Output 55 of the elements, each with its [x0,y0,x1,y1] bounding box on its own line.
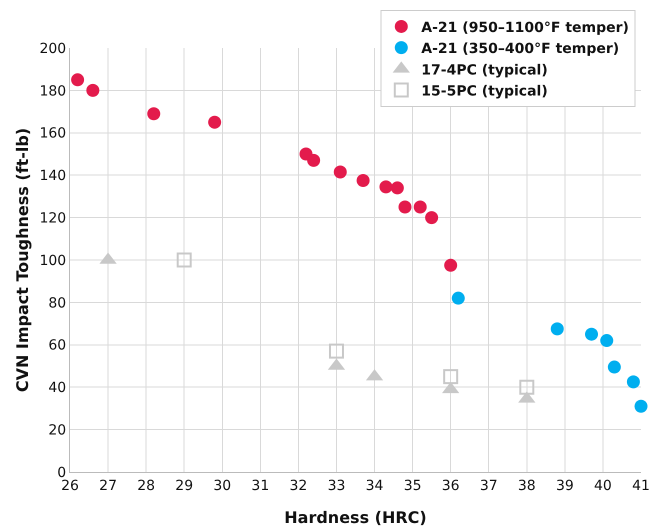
point [307,154,320,167]
x-tick-label: 38 [518,478,536,494]
x-tick-label: 28 [137,478,156,494]
point [208,116,222,129]
y-tick-label: 160 [39,126,66,142]
point [414,200,427,214]
point [550,322,564,336]
point [71,73,84,86]
point [334,166,347,179]
legend-label: 15-5PC (typical) [421,84,548,100]
y-tick-label: 100 [39,252,66,269]
y-axis-title: CVN Impact Toughness (ft-lb) [13,128,32,392]
x-tick-label: 35 [404,478,422,494]
legend-label: A-21 (350–400°F temper) [421,41,620,58]
x-tick-label: 37 [480,478,498,494]
legend-label: 17-4PC (typical) [421,62,548,78]
x-tick-label: 27 [99,478,117,494]
point [519,380,534,395]
point [147,107,160,120]
point [390,181,404,194]
y-tick-label: 180 [39,83,66,100]
y-tick-label: 40 [48,380,66,396]
point [379,180,392,194]
x-tick-label: 34 [366,478,384,494]
point [585,328,598,341]
point [634,400,648,413]
x-tick-label: 36 [442,478,460,494]
y-tick-label: 20 [48,422,66,438]
point [328,344,344,359]
point [86,84,100,97]
x-tick-label: 32 [289,478,308,494]
y-tick-label: 200 [39,40,66,57]
point [608,360,621,374]
point [626,375,640,388]
x-axis-title: Hardness (HRC) [284,508,427,527]
y-tick-label: 120 [39,210,66,226]
point [425,211,438,224]
point [176,252,192,268]
x-tick-label: 40 [594,478,612,494]
x-tick-label: 31 [251,478,270,494]
legend-label: A-21 (950–1100°F temper) [421,20,629,36]
point [600,334,614,348]
point [356,174,370,187]
x-tick-label: 30 [213,478,232,494]
y-tick-label: 60 [48,338,66,354]
x-tick-label: 39 [556,478,574,494]
point [452,292,465,305]
y-tick-label: 80 [48,295,66,312]
y-tick-label: 140 [39,168,66,184]
point [443,369,458,384]
point [398,200,412,214]
point [444,258,458,272]
x-tick-label: 41 [632,478,650,494]
x-tick-label: 33 [328,478,346,494]
x-tick-label: 29 [175,478,194,494]
